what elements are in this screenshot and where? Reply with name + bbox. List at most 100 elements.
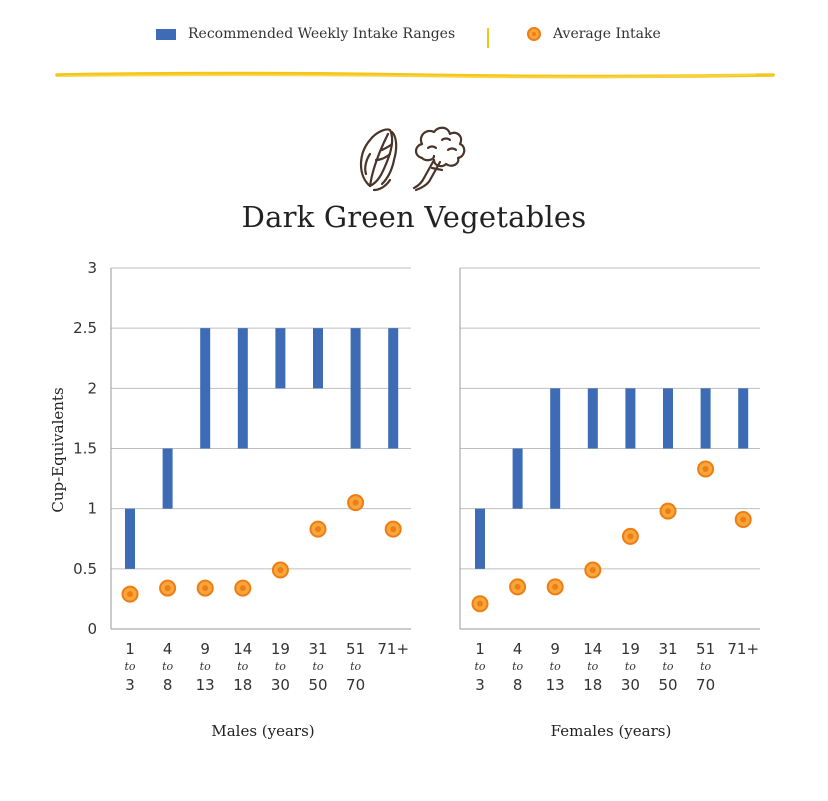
x-tick-label-end: 8	[513, 676, 523, 694]
legend-average-label: Average Intake	[553, 26, 661, 42]
x-tick-label: 1	[475, 640, 485, 658]
x-tick-label: 9	[200, 640, 210, 658]
x-tick-label-end: 50	[308, 676, 327, 694]
x-tick-label-to: to	[124, 660, 135, 673]
x-tick-label-to: to	[162, 660, 173, 673]
x-tick-label-to: to	[700, 660, 711, 673]
legend-separator	[487, 28, 489, 48]
legend-dot-swatch	[527, 27, 541, 41]
y-tick-label: 0.5	[73, 560, 97, 578]
average-point-center	[202, 585, 209, 592]
average-point-center	[164, 585, 171, 592]
legend-bar-swatch	[156, 28, 176, 40]
x-tick-label: 31	[308, 640, 327, 658]
x-axis-label-females: Females (years)	[550, 722, 672, 740]
x-tick-label-end: 13	[196, 676, 215, 694]
y-tick-label: 1	[87, 500, 97, 518]
y-tick-label: 2.5	[73, 319, 97, 337]
x-tick-label-end: 18	[583, 676, 602, 694]
x-tick-label-to: to	[237, 660, 248, 673]
x-tick-label: 31	[658, 640, 677, 658]
range-bar	[275, 328, 286, 389]
x-tick-label: 14	[233, 640, 252, 658]
y-axis-label: Cup-Equivalents	[49, 387, 67, 513]
range-bar	[475, 508, 485, 569]
legend-item-range: Recommended Weekly Intake Ranges	[156, 26, 455, 42]
x-tick-label-to: to	[474, 660, 485, 673]
x-tick-label-end: 13	[546, 676, 565, 694]
average-point-center	[627, 533, 634, 540]
average-point-center	[702, 465, 709, 472]
x-tick-label: 19	[271, 640, 290, 658]
x-tick-label-to: to	[512, 660, 523, 673]
average-point-center	[390, 526, 397, 533]
chart-title: Dark Green Vegetables	[241, 200, 587, 234]
range-bar	[663, 388, 673, 449]
x-tick-label-end: 30	[621, 676, 640, 694]
range-bar	[125, 508, 135, 569]
range-bar	[388, 328, 399, 449]
range-bar	[512, 448, 523, 509]
x-tick-label: 1	[125, 640, 135, 658]
x-tick-label-to: to	[350, 660, 361, 673]
range-bar	[350, 328, 361, 449]
range-bar	[625, 388, 636, 449]
average-point-center	[552, 583, 559, 590]
average-point-center	[514, 583, 521, 590]
x-tick-label: 71+	[727, 640, 759, 658]
average-point-center	[589, 567, 596, 574]
legend-range-label: Recommended Weekly Intake Ranges	[188, 26, 456, 42]
range-bar	[550, 388, 561, 509]
range-bar	[237, 328, 248, 449]
x-tick-label-to: to	[200, 660, 211, 673]
x-tick-label-end: 3	[125, 676, 135, 694]
x-tick-label: 4	[163, 640, 173, 658]
x-tick-label: 9	[550, 640, 560, 658]
x-tick-label-end: 50	[658, 676, 677, 694]
x-tick-label-end: 18	[233, 676, 252, 694]
range-bar	[313, 328, 323, 389]
x-tick-label-end: 8	[163, 676, 173, 694]
average-point-center	[740, 516, 747, 523]
x-tick-label: 51	[696, 640, 715, 658]
average-point-center	[239, 585, 246, 592]
average-point-center	[127, 591, 133, 598]
average-point-center	[352, 499, 359, 506]
x-tick-label-to: to	[587, 660, 598, 673]
x-axis-label-males: Males (years)	[211, 722, 315, 740]
x-tick-label-to: to	[275, 660, 286, 673]
average-point-center	[315, 526, 321, 533]
average-point-center	[665, 508, 671, 515]
x-tick-label: 19	[621, 640, 640, 658]
x-tick-label: 14	[583, 640, 602, 658]
legend: Recommended Weekly Intake Ranges Average…	[0, 26, 828, 52]
x-tick-label-to: to	[625, 660, 636, 673]
x-tick-label-end: 3	[475, 676, 485, 694]
x-tick-label-to: to	[312, 660, 323, 673]
x-tick-label: 4	[513, 640, 523, 658]
y-tick-label: 0	[87, 620, 97, 638]
x-tick-label-to: to	[550, 660, 561, 673]
range-bar	[162, 448, 173, 509]
x-tick-label-end: 30	[271, 676, 290, 694]
x-tick-label-end: 70	[696, 676, 715, 694]
y-tick-label: 3	[87, 259, 97, 277]
average-point-center	[277, 567, 284, 574]
range-bar	[700, 388, 711, 449]
x-tick-label: 71+	[377, 640, 409, 658]
broccoli-icon	[412, 126, 466, 192]
average-point-center	[477, 600, 483, 607]
range-bar	[738, 388, 749, 449]
y-tick-label: 2	[87, 379, 97, 397]
legend-item-average: Average Intake	[527, 26, 661, 42]
leafy-greens-icon	[359, 128, 398, 192]
x-tick-label-to: to	[662, 660, 673, 673]
brush-divider	[55, 71, 775, 79]
vegetable-icons	[356, 124, 472, 198]
range-bar	[200, 328, 211, 449]
x-tick-label: 51	[346, 640, 365, 658]
y-tick-label: 1.5	[73, 440, 97, 458]
range-bar	[587, 388, 598, 449]
x-tick-label-end: 70	[346, 676, 365, 694]
